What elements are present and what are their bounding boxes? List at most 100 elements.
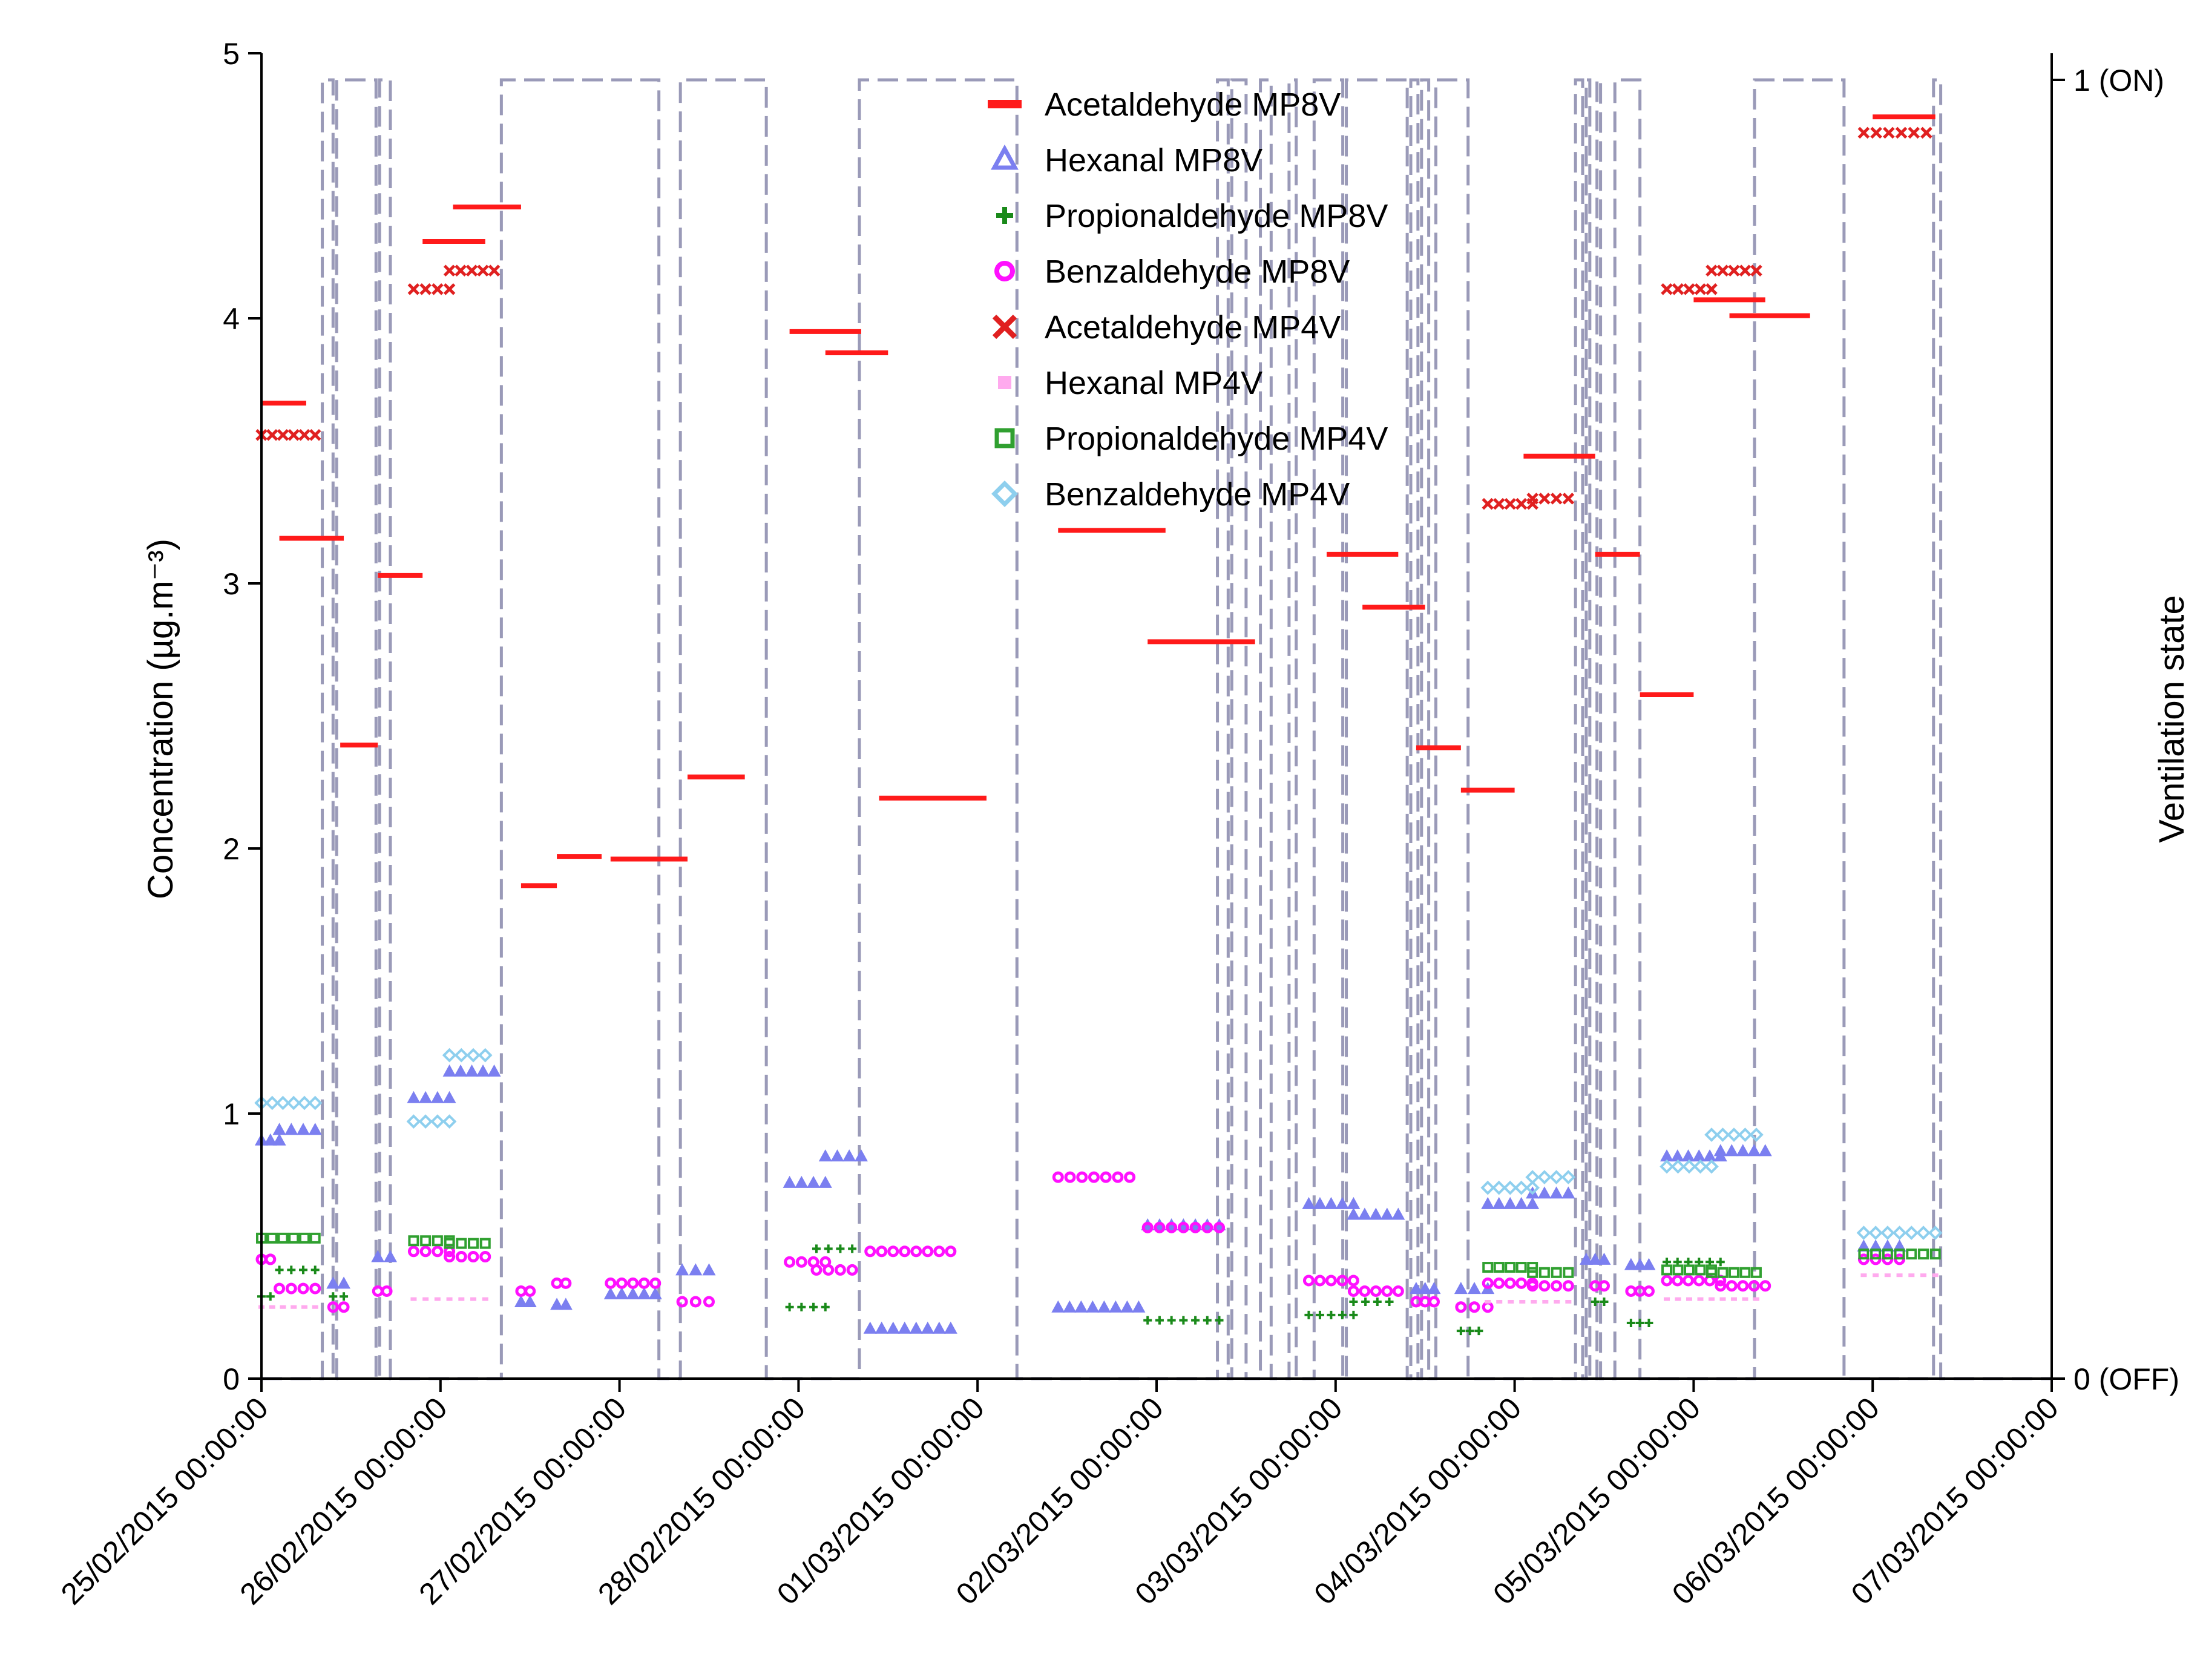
marker-square (1728, 1267, 1739, 1278)
marker-circle (1661, 1275, 1673, 1287)
marker-small-square (446, 1297, 453, 1301)
marker-circle (1124, 1171, 1136, 1183)
marker-small-square (1697, 1297, 1704, 1301)
marker-triangle (1660, 1149, 1674, 1162)
marker-plus (1635, 1319, 1644, 1328)
marker-square (1493, 1262, 1505, 1273)
marker-circle (922, 1245, 934, 1258)
marker-triangle (326, 1276, 340, 1289)
marker-circle (1359, 1285, 1371, 1297)
marker-triangle (263, 1133, 277, 1146)
marker-circle (810, 1264, 822, 1276)
marker-x (1895, 126, 1908, 139)
marker-triangle (1097, 1300, 1111, 1313)
marker-small-square (1884, 1273, 1891, 1278)
marker-circle (1643, 1285, 1655, 1297)
marker-plus (1361, 1297, 1370, 1306)
marker-diamond (264, 1095, 280, 1111)
marker-plus (329, 1292, 338, 1301)
marker-plus (848, 1244, 857, 1253)
marker-small-square (482, 1297, 488, 1301)
marker-circle (910, 1245, 922, 1258)
marker-plus (809, 1302, 818, 1311)
marker-triangle (1369, 1207, 1383, 1220)
marker-x (1562, 493, 1575, 505)
marker-x (1504, 497, 1516, 510)
marker-plus (1626, 1319, 1635, 1328)
marker-square (1894, 1249, 1905, 1260)
marker-square (1929, 1249, 1941, 1260)
marker-diamond (1660, 1159, 1674, 1174)
marker-triangle (795, 1175, 809, 1188)
legend-label: Benzaldehyde MP4V (1045, 476, 1350, 513)
marker-circle (1725, 1280, 1738, 1292)
series-acetaldehyde-mp8v (261, 114, 1935, 888)
x-tick-label: 07/03/2015 00:00:00 (1845, 1391, 2065, 1611)
x-tick-label: 26/02/2015 00:00:00 (234, 1391, 454, 1611)
marker-triangle (1391, 1207, 1405, 1220)
legend-symbol (994, 428, 1015, 448)
series-hexanal-mp4v (258, 1273, 1939, 1309)
marker-small-square (434, 1297, 441, 1301)
marker-circle (1759, 1280, 1771, 1292)
marker-triangle (637, 1287, 651, 1299)
marker-triangle (909, 1321, 923, 1334)
marker-x (1870, 126, 1882, 139)
marker-triangle (487, 1064, 501, 1077)
marker-square (1505, 1262, 1516, 1273)
y-tick-label: 5 (223, 37, 240, 71)
marker-circle (381, 1285, 393, 1297)
marker-triangle (419, 1091, 433, 1103)
marker-square (1551, 1267, 1562, 1278)
marker-diamond (1715, 1127, 1730, 1142)
marker-triangle (454, 1064, 468, 1077)
marker-diamond (297, 1095, 312, 1111)
marker-plus (299, 1265, 308, 1275)
x-tick-label: 05/03/2015 00:00:00 (1486, 1391, 1707, 1611)
y-tick-label: 3 (223, 567, 240, 601)
marker-circle (1748, 1280, 1760, 1292)
marker-circle (899, 1245, 911, 1258)
marker-x (407, 283, 420, 295)
marker-triangle (818, 1149, 832, 1162)
marker-triangle (407, 1091, 421, 1103)
marker-circle (274, 1282, 286, 1294)
marker-triangle (308, 1123, 322, 1135)
marker-plus (1591, 1297, 1600, 1306)
marker-plus (1179, 1316, 1188, 1325)
marker-triangle (1074, 1300, 1088, 1313)
marker-x (1661, 283, 1673, 295)
marker-circle (432, 1245, 444, 1258)
marker-circle (264, 1253, 277, 1265)
marker-circle (1419, 1296, 1431, 1308)
marker-plus (1385, 1297, 1394, 1306)
x-tick-label: 27/02/2015 00:00:00 (412, 1391, 632, 1611)
marker-diamond (466, 1048, 481, 1063)
marker-small-square (1565, 1299, 1572, 1304)
marker-diamond (1525, 1170, 1540, 1184)
marker-x (1672, 283, 1684, 295)
marker-plus (1315, 1310, 1324, 1319)
marker-triangle (1758, 1144, 1772, 1157)
marker-x (1728, 264, 1740, 277)
marker-square (432, 1235, 443, 1247)
marker-plus (1474, 1327, 1483, 1336)
marker-diamond (286, 1095, 301, 1111)
y-axis-title: Concentration (µg.m⁻³) (141, 539, 180, 899)
marker-circle (1370, 1285, 1382, 1297)
data-marks-layer (254, 114, 1943, 1336)
marker-triangle (648, 1287, 662, 1299)
y-tick-label: 1 (223, 1097, 240, 1131)
marker-triangle (1313, 1196, 1327, 1209)
marker-square (479, 1238, 491, 1249)
marker-diamond (1749, 1127, 1764, 1142)
marker-diamond (1503, 1180, 1518, 1195)
marker-x (1908, 126, 1920, 139)
marker-small-square (1485, 1299, 1491, 1304)
marker-plus (310, 1265, 320, 1275)
marker-triangle (1692, 1149, 1706, 1162)
marker-plus (1327, 1310, 1336, 1319)
marker-triangle (1703, 1149, 1717, 1162)
marker-circle (795, 1256, 807, 1268)
marker-circle (1177, 1221, 1189, 1233)
